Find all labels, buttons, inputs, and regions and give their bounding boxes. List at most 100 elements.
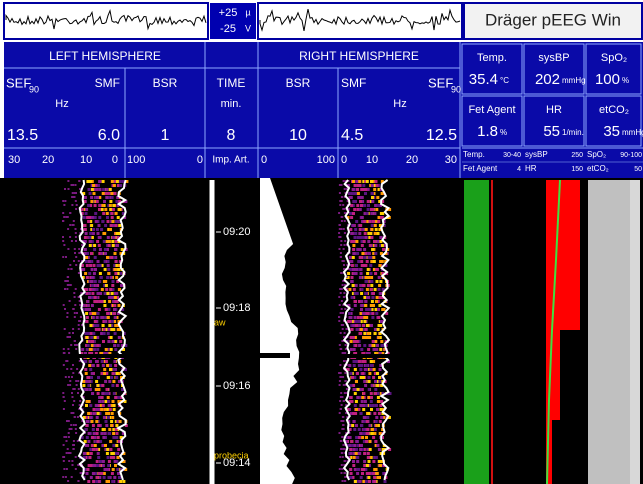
spectrum-pixel bbox=[363, 452, 366, 455]
spectrum-pixel bbox=[97, 184, 100, 187]
spectrum-pixel bbox=[86, 320, 89, 323]
spectrum-pixel bbox=[361, 252, 364, 255]
spectrum-pixel bbox=[91, 188, 94, 191]
spectrum-pixel bbox=[93, 192, 96, 195]
spectrum-pixel bbox=[109, 364, 112, 367]
axis-tick-label: 0 bbox=[112, 154, 118, 166]
artifact-marker bbox=[52, 354, 128, 358]
spectrum-pixel bbox=[62, 236, 64, 238]
spectrum-pixel bbox=[363, 296, 366, 299]
spectrum-pixel bbox=[97, 436, 100, 439]
spectrum-pixel bbox=[82, 384, 85, 387]
spectrum-pixel bbox=[374, 440, 377, 443]
spectrum-pixel bbox=[109, 204, 112, 207]
spectrum-pixel bbox=[93, 264, 96, 267]
spectrum-pixel bbox=[113, 344, 116, 347]
spectrum-pixel bbox=[107, 328, 110, 331]
spectrum-pixel bbox=[119, 340, 122, 343]
spectrum-pixel bbox=[377, 308, 380, 311]
scale-name: SpO₂ bbox=[587, 150, 606, 159]
spectrum-pixel bbox=[109, 368, 112, 371]
spectrum-pixel bbox=[71, 204, 73, 206]
spectrum-pixel bbox=[112, 220, 115, 223]
spectrum-pixel bbox=[100, 228, 103, 231]
spectrum-pixel bbox=[71, 376, 73, 378]
spectrum-pixel bbox=[102, 340, 105, 343]
spectrum-pixel bbox=[91, 304, 94, 307]
spectrum-pixel bbox=[104, 432, 107, 435]
spectrum-pixel bbox=[119, 184, 122, 187]
spectrum-pixel bbox=[109, 408, 112, 411]
spectrum-pixel bbox=[91, 268, 94, 271]
spectrum-pixel bbox=[361, 372, 364, 375]
spectrum-pixel bbox=[378, 380, 381, 383]
spectrum-pixel bbox=[355, 180, 358, 183]
vital-value: 1.8 bbox=[477, 123, 498, 140]
spectrum-pixel bbox=[339, 192, 341, 194]
spectrum-pixel bbox=[110, 224, 113, 227]
spectrum-pixel bbox=[359, 284, 362, 287]
spectrum-pixel bbox=[370, 392, 373, 395]
vital-value: 35.4 bbox=[469, 71, 498, 88]
spectrum-pixel bbox=[338, 316, 340, 318]
spectrum-pixel bbox=[344, 188, 346, 190]
column-label: SEF bbox=[428, 75, 453, 90]
spectrum-pixel bbox=[364, 292, 367, 295]
spectrum-pixel bbox=[93, 432, 96, 435]
spectrum-pixel bbox=[118, 208, 121, 211]
spectrum-pixel bbox=[78, 388, 80, 390]
spectrum-pixel bbox=[64, 200, 66, 202]
spectrum-pixel bbox=[96, 476, 99, 479]
spectrum-pixel bbox=[361, 244, 364, 247]
value: 13.5 bbox=[7, 127, 38, 144]
spectrum-pixel bbox=[358, 436, 361, 439]
spectrum-pixel bbox=[341, 216, 343, 218]
spectrum-pixel bbox=[86, 300, 89, 303]
event-label: probecia bbox=[214, 450, 249, 460]
spectrum-pixel bbox=[351, 328, 354, 331]
spectrum-pixel bbox=[107, 332, 110, 335]
spectrum-pixel bbox=[84, 428, 87, 431]
spectrum-pixel bbox=[351, 376, 354, 379]
spectrum-pixel bbox=[353, 364, 356, 367]
spectrum-pixel bbox=[111, 320, 114, 323]
spectrum-pixel bbox=[96, 364, 99, 367]
spectrum-pixel bbox=[363, 284, 366, 287]
spectrum-pixel bbox=[74, 316, 76, 318]
spectrum-pixel bbox=[354, 316, 357, 319]
spectrum-pixel bbox=[108, 476, 111, 479]
spectrum-pixel bbox=[350, 440, 353, 443]
spectrum-pixel bbox=[117, 448, 120, 451]
spectrum-pixel bbox=[341, 300, 343, 302]
spectrum-pixel bbox=[75, 264, 77, 266]
spectrum-pixel bbox=[114, 316, 117, 319]
spectrum-pixel bbox=[72, 464, 74, 466]
spectrum-pixel bbox=[346, 388, 348, 390]
spectrum-pixel bbox=[352, 336, 355, 339]
axis-tick-label: 30 bbox=[445, 154, 457, 166]
spectrum-pixel bbox=[355, 408, 358, 411]
spectrum-pixel bbox=[115, 444, 118, 447]
spectrum-pixel bbox=[363, 264, 366, 267]
spectrum-pixel bbox=[66, 440, 68, 442]
spectrum-pixel bbox=[90, 252, 93, 255]
axis-tick-label: 100 bbox=[317, 154, 335, 166]
spectrum-pixel bbox=[353, 288, 356, 291]
spectrum-pixel bbox=[93, 348, 96, 351]
spectrum-pixel bbox=[358, 344, 361, 347]
spectrum-pixel bbox=[94, 296, 97, 299]
spectrum-pixel bbox=[342, 260, 344, 262]
spectrum-pixel bbox=[76, 344, 78, 346]
spectrum-pixel bbox=[112, 208, 115, 211]
spectrum-pixel bbox=[119, 480, 122, 483]
spectrum-pixel bbox=[101, 360, 104, 363]
spectrum-pixel bbox=[105, 424, 108, 427]
spectrum-pixel bbox=[339, 304, 341, 306]
spectrum-pixel bbox=[344, 232, 346, 234]
spectrum-pixel bbox=[103, 372, 106, 375]
spectrum-pixel bbox=[340, 244, 342, 246]
spectrum-pixel bbox=[339, 344, 341, 346]
spectrum-pixel bbox=[113, 404, 116, 407]
spectrum-pixel bbox=[352, 412, 355, 415]
spectrum-pixel bbox=[64, 400, 66, 402]
